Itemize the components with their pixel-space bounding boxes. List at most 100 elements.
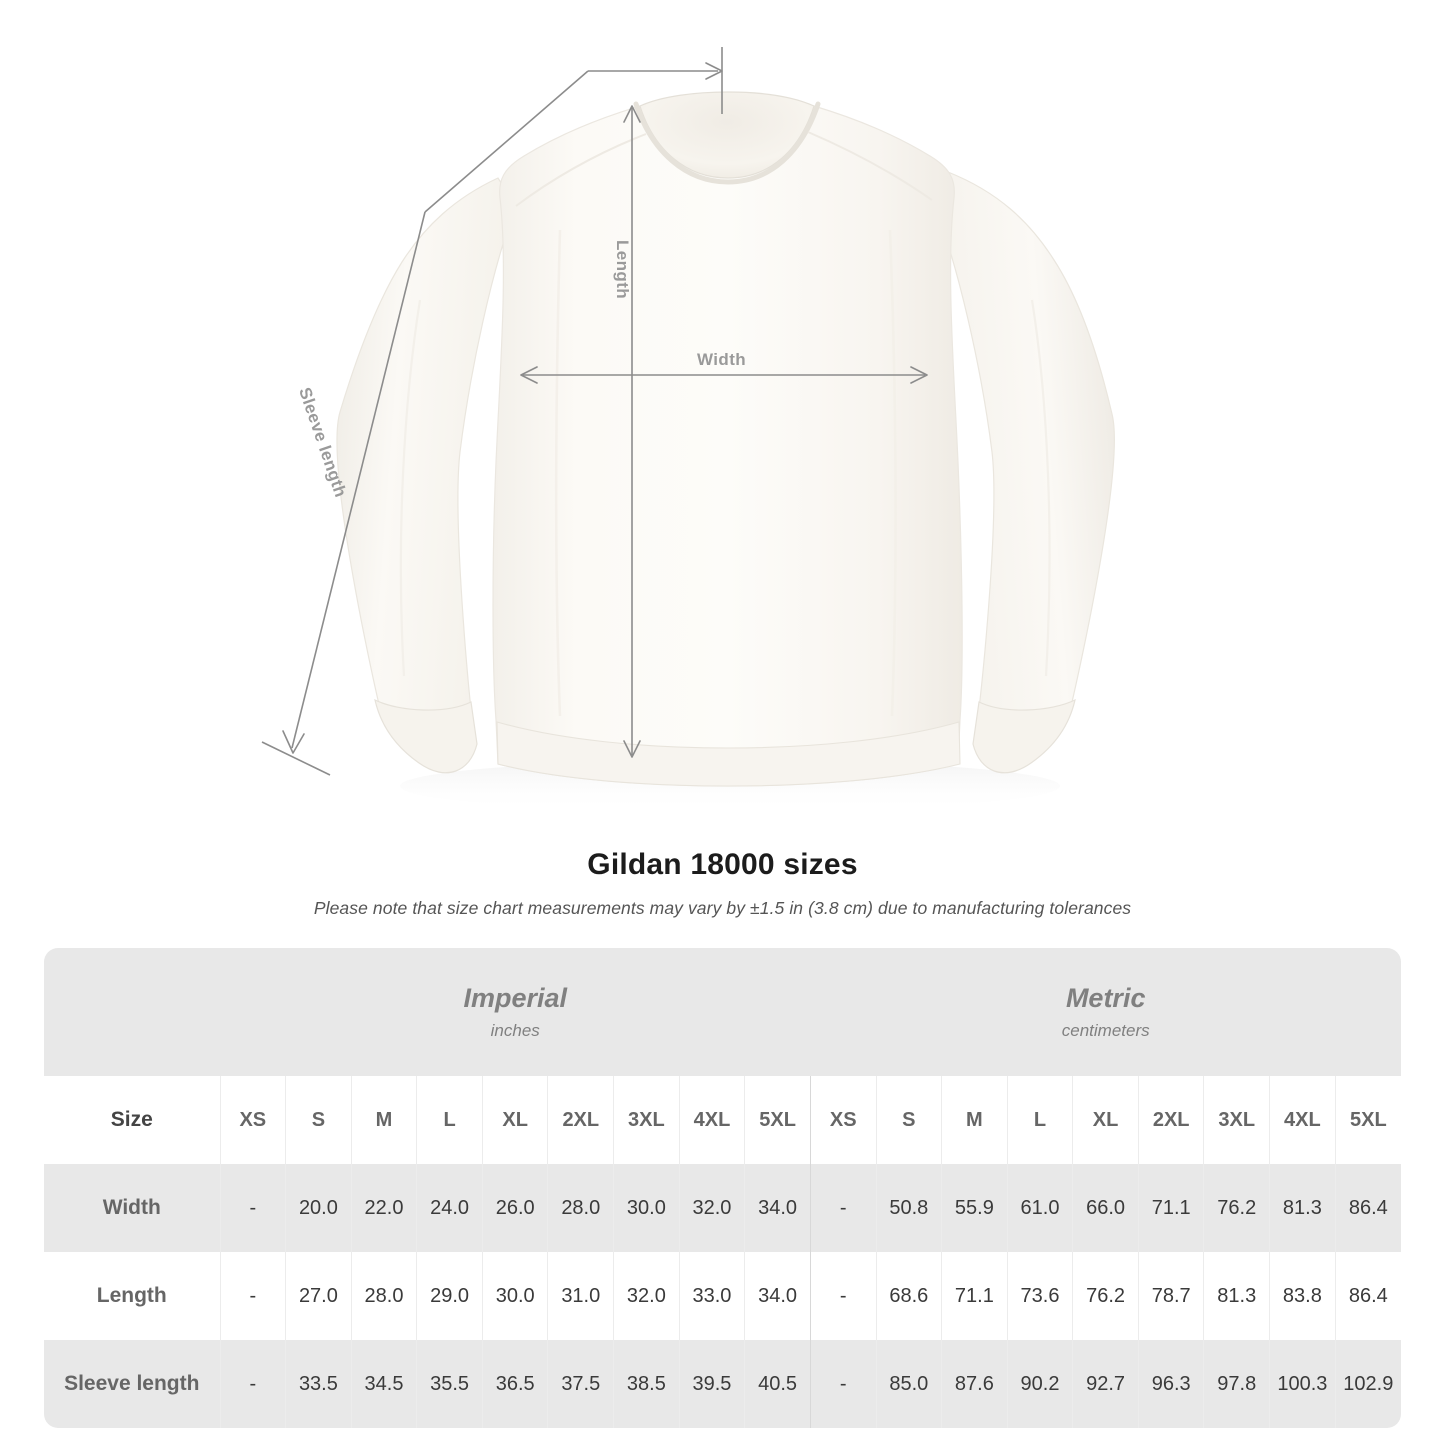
cell-length-metric-4xl: 83.8 bbox=[1269, 1252, 1336, 1340]
cell-width-imperial-m: 22.0 bbox=[351, 1164, 418, 1252]
cell-sleeve-length-imperial-m: 34.5 bbox=[351, 1340, 418, 1428]
cell-length-imperial-3xl: 32.0 bbox=[613, 1252, 680, 1340]
table-row: Width -20.0 22.0 24.0 26.0 28.0 30.0 32.0 34.0-5… bbox=[44, 1164, 1401, 1252]
cell-sleeve-length-imperial-l: 35.5 bbox=[416, 1340, 483, 1428]
cell-sleeve-length-metric-5xl: 102.9 bbox=[1335, 1340, 1401, 1428]
cell-sleeve-length-metric-xs: - bbox=[810, 1340, 877, 1428]
column-header-metric-xs: XS bbox=[810, 1076, 877, 1164]
unit-group-imperial: Imperial inches bbox=[220, 948, 811, 1076]
unit-banner-spacer bbox=[44, 948, 221, 1076]
cell-sleeve-length-metric-s: 85.0 bbox=[876, 1340, 943, 1428]
sleeve-end-tick bbox=[261, 741, 331, 776]
cell-sleeve-length-imperial-4xl: 39.5 bbox=[679, 1340, 746, 1428]
column-header-metric-l: L bbox=[1007, 1076, 1074, 1164]
cell-width-imperial-xl: 26.0 bbox=[482, 1164, 549, 1252]
column-header-metric-5xl: 5XL bbox=[1335, 1076, 1401, 1164]
column-header-metric-xl: XL bbox=[1072, 1076, 1139, 1164]
column-header-imperial-xs: XS bbox=[220, 1076, 287, 1164]
size-table-wrapper: Imperial inches Metric centimeters Size X… bbox=[44, 948, 1401, 1428]
sleeve-arrow-bottom bbox=[282, 730, 305, 754]
tolerance-note: Please note that size chart measurements… bbox=[313, 898, 1132, 918]
column-header-imperial-4xl: 4XL bbox=[679, 1076, 746, 1164]
column-header-metric-2xl: 2XL bbox=[1138, 1076, 1205, 1164]
measurement-label-length: Length bbox=[613, 240, 632, 300]
cell-sleeve-length-metric-l: 90.2 bbox=[1007, 1340, 1074, 1428]
cell-sleeve-length-metric-3xl: 97.8 bbox=[1203, 1340, 1271, 1428]
column-header-imperial-m: M bbox=[351, 1076, 418, 1164]
cell-length-imperial-l: 29.0 bbox=[416, 1252, 483, 1340]
unit-name-metric: Metric bbox=[1065, 983, 1146, 1014]
cell-width-imperial-5xl: 34.0 bbox=[744, 1164, 811, 1252]
cell-width-metric-xl: 66.0 bbox=[1072, 1164, 1139, 1252]
column-header-metric-4xl: 4XL bbox=[1269, 1076, 1336, 1164]
cell-length-metric-xs: - bbox=[810, 1252, 877, 1340]
sleeve-diagonal-lower bbox=[291, 211, 426, 749]
fold-sleeve-right bbox=[1030, 299, 1051, 677]
column-header-metric-3xl: 3XL bbox=[1203, 1076, 1271, 1164]
cell-length-metric-l: 73.6 bbox=[1007, 1252, 1074, 1340]
fold-left bbox=[554, 229, 562, 717]
row-label-length: Length bbox=[44, 1252, 221, 1340]
garment-photo: Length Width Sleeve length bbox=[261, 47, 1115, 812]
cell-length-metric-5xl: 86.4 bbox=[1335, 1252, 1401, 1340]
page-title: Gildan 18000 sizes bbox=[587, 848, 858, 881]
cell-width-imperial-4xl: 32.0 bbox=[679, 1164, 746, 1252]
column-header-metric-m: M bbox=[941, 1076, 1008, 1164]
unit-banner-row: Imperial inches Metric centimeters bbox=[44, 948, 1401, 1076]
column-header-imperial-2xl: 2XL bbox=[547, 1076, 615, 1164]
neckline bbox=[639, 91, 815, 179]
cell-length-imperial-xs: - bbox=[220, 1252, 287, 1340]
cell-length-imperial-m: 28.0 bbox=[351, 1252, 418, 1340]
cell-sleeve-length-metric-m: 87.6 bbox=[941, 1340, 1008, 1428]
sweatshirt-illustration bbox=[261, 47, 1115, 812]
cell-width-metric-m: 55.9 bbox=[941, 1164, 1008, 1252]
column-header-imperial-5xl: 5XL bbox=[744, 1076, 811, 1164]
left-shoulder-seam bbox=[515, 133, 647, 207]
sleeve-diagonal-upper bbox=[424, 70, 589, 213]
right-shoulder-seam bbox=[807, 131, 933, 201]
cell-sleeve-length-imperial-s: 33.5 bbox=[285, 1340, 352, 1428]
size-chart-table: Imperial inches Metric centimeters Size X… bbox=[44, 948, 1401, 1428]
cell-width-imperial-xs: - bbox=[220, 1164, 287, 1252]
cell-width-metric-xs: - bbox=[810, 1164, 877, 1252]
fold-sleeve-left bbox=[399, 299, 422, 677]
cell-width-metric-l: 61.0 bbox=[1007, 1164, 1074, 1252]
cell-length-imperial-5xl: 34.0 bbox=[744, 1252, 811, 1340]
measurement-label-width: Width bbox=[697, 350, 747, 369]
collar-rib bbox=[633, 101, 821, 185]
fold-right bbox=[888, 229, 897, 717]
column-header-metric-s: S bbox=[876, 1076, 943, 1164]
cell-length-metric-s: 68.6 bbox=[876, 1252, 943, 1340]
body bbox=[492, 105, 963, 787]
unit-sub-metric: centimeters bbox=[1061, 1020, 1150, 1040]
column-header-imperial-s: S bbox=[285, 1076, 352, 1164]
cell-length-metric-2xl: 78.7 bbox=[1138, 1252, 1205, 1340]
cell-length-imperial-4xl: 33.0 bbox=[679, 1252, 746, 1340]
cell-sleeve-length-imperial-xs: - bbox=[220, 1340, 287, 1428]
length-arrow-bottom bbox=[623, 740, 641, 758]
unit-sub-imperial: inches bbox=[490, 1020, 540, 1040]
cell-width-metric-3xl: 76.2 bbox=[1203, 1164, 1271, 1252]
width-arrow-right bbox=[910, 366, 928, 384]
cell-width-metric-4xl: 81.3 bbox=[1269, 1164, 1336, 1252]
cell-sleeve-length-metric-4xl: 100.3 bbox=[1269, 1340, 1336, 1428]
column-header-imperial-3xl: 3XL bbox=[613, 1076, 680, 1164]
cell-sleeve-length-metric-xl: 92.7 bbox=[1072, 1340, 1139, 1428]
cell-sleeve-length-metric-2xl: 96.3 bbox=[1138, 1340, 1205, 1428]
length-arrow-top bbox=[623, 105, 641, 123]
unit-group-metric: Metric centimeters bbox=[810, 948, 1401, 1076]
unit-name-imperial: Imperial bbox=[463, 983, 567, 1014]
cell-length-metric-m: 71.1 bbox=[941, 1252, 1008, 1340]
cell-sleeve-length-imperial-3xl: 38.5 bbox=[613, 1340, 680, 1428]
column-header-imperial-l: L bbox=[416, 1076, 483, 1164]
column-header-size: Size bbox=[44, 1076, 221, 1164]
cell-length-imperial-2xl: 31.0 bbox=[547, 1252, 615, 1340]
width-arrow-left bbox=[520, 366, 538, 384]
table-row: Sleeve length -33.5 34.5 35.5 36.5 37.5 38.5 39… bbox=[44, 1340, 1401, 1428]
table-row: Length -27.0 28.0 29.0 30.0 31.0 32.0 33.0 34.0-… bbox=[44, 1252, 1401, 1340]
cell-width-metric-s: 50.8 bbox=[876, 1164, 943, 1252]
cell-width-metric-5xl: 86.4 bbox=[1335, 1164, 1401, 1252]
cell-length-imperial-xl: 30.0 bbox=[482, 1252, 549, 1340]
row-label-sleeve-length: Sleeve length bbox=[44, 1340, 221, 1428]
